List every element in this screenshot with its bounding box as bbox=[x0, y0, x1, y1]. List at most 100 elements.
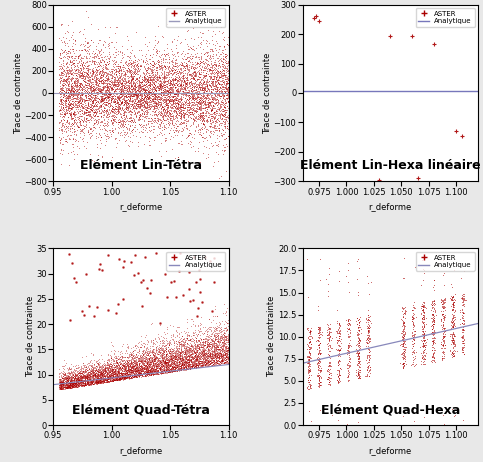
Point bbox=[172, 345, 180, 352]
Point bbox=[135, 361, 143, 368]
Point bbox=[60, 79, 68, 87]
Point bbox=[151, 355, 159, 363]
Point bbox=[121, 81, 129, 88]
Point bbox=[127, 61, 134, 68]
Point bbox=[180, 364, 187, 371]
Point bbox=[102, 368, 110, 376]
Point bbox=[64, 373, 72, 381]
Point bbox=[197, 79, 205, 86]
Point bbox=[113, 105, 120, 113]
Point bbox=[231, 86, 239, 94]
Point bbox=[200, 85, 208, 92]
Point bbox=[149, 97, 157, 104]
Point bbox=[185, 78, 192, 85]
Point bbox=[122, 94, 130, 101]
Point bbox=[355, 359, 363, 366]
Point bbox=[178, 87, 186, 95]
Point bbox=[136, 96, 143, 103]
Point bbox=[193, 115, 200, 122]
Point bbox=[108, 84, 115, 91]
Point bbox=[97, 71, 104, 78]
Point bbox=[207, 79, 214, 86]
Point bbox=[61, 76, 69, 83]
Point bbox=[129, 83, 137, 91]
Point bbox=[101, 370, 109, 377]
Point bbox=[123, 96, 130, 103]
Point bbox=[59, 363, 67, 370]
Point bbox=[185, 102, 192, 109]
Point bbox=[121, 79, 128, 86]
Point bbox=[138, 358, 145, 365]
Point bbox=[149, 68, 156, 76]
Point bbox=[109, 85, 117, 93]
Point bbox=[451, 306, 458, 314]
Point bbox=[108, 367, 116, 375]
Point bbox=[134, 358, 142, 365]
Point bbox=[428, 317, 436, 325]
Point bbox=[315, 374, 323, 381]
Point bbox=[113, 371, 121, 378]
Point bbox=[230, 79, 238, 86]
Point bbox=[226, 353, 234, 360]
Point bbox=[176, 249, 184, 256]
Point bbox=[132, 371, 140, 379]
Point bbox=[326, 354, 333, 361]
Point bbox=[180, 364, 187, 371]
Point bbox=[221, 359, 228, 366]
Point bbox=[205, 346, 213, 353]
Point bbox=[181, 361, 189, 368]
Point bbox=[226, 106, 233, 113]
Point bbox=[63, 375, 71, 382]
Point bbox=[75, 382, 83, 389]
Point bbox=[83, 63, 91, 70]
Point bbox=[170, 90, 177, 97]
Point bbox=[188, 98, 196, 106]
Point bbox=[125, 117, 133, 125]
Point bbox=[62, 93, 70, 100]
Point bbox=[85, 377, 93, 384]
Point bbox=[126, 79, 134, 87]
Point bbox=[122, 137, 130, 144]
Point bbox=[66, 49, 74, 57]
Point bbox=[227, 122, 235, 129]
Point bbox=[57, 68, 65, 76]
Point bbox=[55, 374, 63, 381]
Point bbox=[184, 101, 192, 108]
Point bbox=[68, 375, 75, 383]
Point bbox=[63, 384, 71, 392]
Point bbox=[83, 43, 91, 50]
Point bbox=[186, 129, 194, 136]
Point bbox=[206, 105, 213, 112]
Point bbox=[165, 86, 173, 93]
Point bbox=[107, 374, 114, 382]
Point bbox=[67, 91, 74, 98]
Point bbox=[128, 65, 136, 72]
Point bbox=[106, 371, 114, 379]
Point bbox=[229, 63, 237, 70]
Point bbox=[192, 104, 200, 111]
Point bbox=[140, 343, 148, 350]
Point bbox=[122, 118, 129, 126]
Point bbox=[153, 369, 160, 377]
Point bbox=[141, 365, 148, 373]
Point bbox=[72, 66, 80, 73]
Point bbox=[82, 381, 89, 388]
Point bbox=[125, 61, 133, 68]
Point bbox=[215, 120, 223, 128]
Point bbox=[120, 370, 128, 377]
Point bbox=[180, 85, 188, 92]
Point bbox=[221, 96, 229, 103]
Point bbox=[66, 91, 73, 98]
Point bbox=[128, 92, 136, 99]
Point bbox=[67, 104, 75, 111]
Point bbox=[133, 361, 141, 368]
Point bbox=[86, 105, 94, 112]
Point bbox=[90, 357, 98, 364]
Point bbox=[211, 349, 219, 357]
Point bbox=[132, 367, 140, 375]
Point bbox=[189, 84, 197, 91]
Point bbox=[131, 80, 139, 88]
Point bbox=[150, 359, 157, 366]
Point bbox=[69, 48, 77, 55]
Point bbox=[176, 353, 184, 360]
